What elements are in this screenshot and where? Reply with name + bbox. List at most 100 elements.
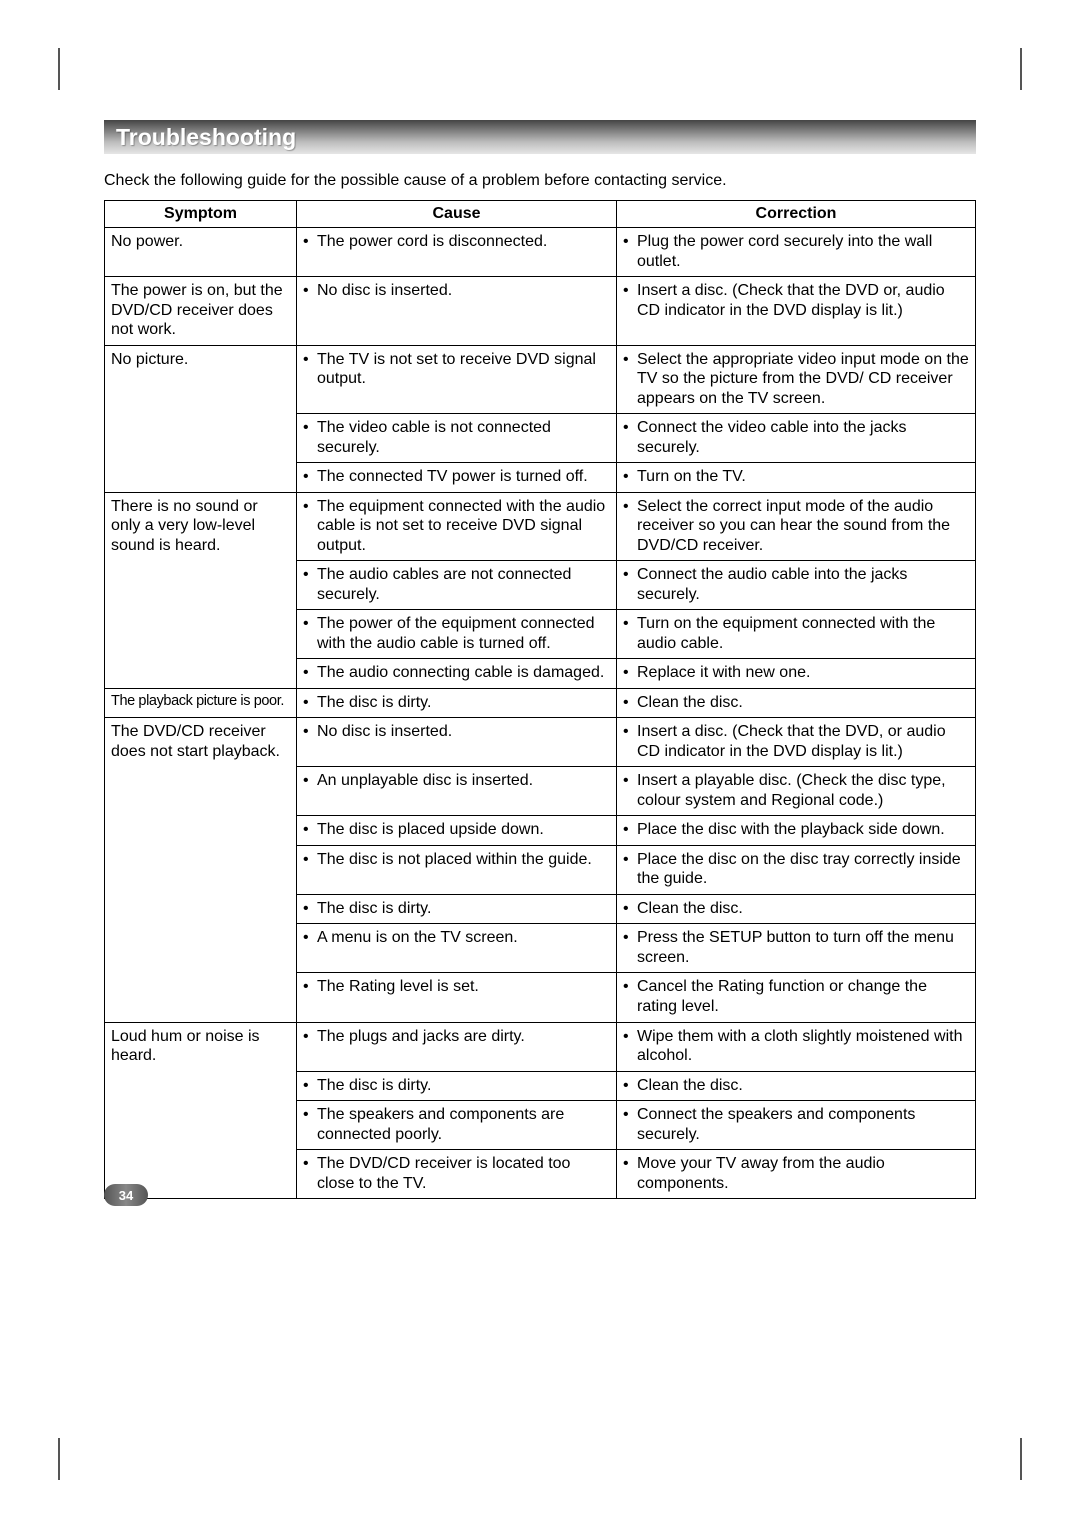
table-row: No power. The power cord is disconnected.… (105, 228, 976, 277)
page-content: Troubleshooting Check the following guid… (104, 120, 976, 1199)
symptom-cell: No picture. (105, 345, 297, 492)
symptom-cell: No power. (105, 228, 297, 277)
cause-text: The plugs and jacks are dirty. (303, 1027, 610, 1047)
cause-text: The disc is dirty. (303, 899, 610, 919)
cause-text: The video cable is not connected securel… (303, 418, 610, 457)
table-row: No picture.The TV is not set to receive … (105, 345, 976, 414)
symptom-cell: There is no sound or only a very low-lev… (105, 492, 297, 688)
cause-text: The disc is not placed within the guide. (303, 850, 610, 870)
cause-cell: A menu is on the TV screen. (297, 924, 617, 973)
correction-text: Clean the disc. (623, 693, 969, 713)
cause-text: The speakers and components are connecte… (303, 1105, 610, 1144)
table-row: There is no sound or only a very low-lev… (105, 492, 976, 561)
correction-cell: Press the SETUP button to turn off the m… (617, 924, 976, 973)
troubleshooting-table: Symptom Cause Correction No power.The po… (104, 200, 976, 1199)
correction-text: Insert a disc. (Check that the DVD or, a… (623, 281, 969, 320)
cause-cell: The disc is placed upside down. (297, 816, 617, 846)
table-row: The DVD/CD receiver does not start playb… (105, 718, 976, 767)
cause-cell: The DVD/CD receiver is located too close… (297, 1150, 617, 1199)
crop-mark (58, 1438, 60, 1480)
correction-text: Cancel the Rating function or change the… (623, 977, 969, 1016)
correction-cell: Connect the video cable into the jacks s… (617, 414, 976, 463)
cause-text: The Rating level is set. (303, 977, 610, 997)
symptom-cell: The playback picture is poor. (105, 688, 297, 718)
correction-text: Connect the audio cable into the jacks s… (623, 565, 969, 604)
correction-cell: Clean the disc. (617, 894, 976, 924)
correction-text: Replace it with new one. (623, 663, 969, 683)
cause-text: The audio cables are not connected secur… (303, 565, 610, 604)
cause-cell: The power cord is disconnected. (297, 228, 617, 277)
correction-cell: Plug the power cord securely into the wa… (617, 228, 976, 277)
correction-cell: Place the disc with the playback side do… (617, 816, 976, 846)
table-header-row: Symptom Cause Correction (105, 201, 976, 228)
cause-cell: The speakers and components are connecte… (297, 1101, 617, 1150)
correction-cell: Insert a playable disc. (Check the disc … (617, 767, 976, 816)
correction-cell: Place the disc on the disc tray correctl… (617, 845, 976, 894)
correction-text: Connect the video cable into the jacks s… (623, 418, 969, 457)
crop-mark (1020, 48, 1022, 90)
cause-text: The equipment connected with the audio c… (303, 497, 610, 556)
cause-cell: The disc is dirty. (297, 1071, 617, 1101)
page-number: 34 (119, 1188, 133, 1203)
correction-text: Wipe them with a cloth slightly moistene… (623, 1027, 969, 1066)
correction-text: Connect the speakers and components secu… (623, 1105, 969, 1144)
cause-text: The audio connecting cable is damaged. (303, 663, 610, 683)
correction-text: Press the SETUP button to turn off the m… (623, 928, 969, 967)
correction-cell: Connect the audio cable into the jacks s… (617, 561, 976, 610)
correction-cell: Replace it with new one. (617, 659, 976, 689)
correction-cell: Insert a disc. (Check that the DVD, or a… (617, 718, 976, 767)
symptom-cell: The power is on, but the DVD/CD receiver… (105, 277, 297, 346)
correction-text: Insert a disc. (Check that the DVD, or a… (623, 722, 969, 761)
intro-text: Check the following guide for the possib… (104, 172, 976, 190)
correction-text: Clean the disc. (623, 1076, 969, 1096)
table-row: The power is on, but the DVD/CD receiver… (105, 277, 976, 346)
cause-cell: The video cable is not connected securel… (297, 414, 617, 463)
correction-cell: Wipe them with a cloth slightly moistene… (617, 1022, 976, 1071)
cause-text: The connected TV power is turned off. (303, 467, 610, 487)
page-number-badge: 34 (104, 1184, 148, 1206)
correction-cell: Clean the disc. (617, 688, 976, 718)
correction-cell: Cancel the Rating function or change the… (617, 973, 976, 1022)
correction-text: Insert a playable disc. (Check the disc … (623, 771, 969, 810)
symptom-cell: The DVD/CD receiver does not start playb… (105, 718, 297, 1022)
header-correction: Correction (617, 201, 976, 228)
cause-cell: The plugs and jacks are dirty. (297, 1022, 617, 1071)
correction-text: Turn on the TV. (623, 467, 969, 487)
correction-cell: Clean the disc. (617, 1071, 976, 1101)
correction-cell: Connect the speakers and components secu… (617, 1101, 976, 1150)
cause-cell: The TV is not set to receive DVD signal … (297, 345, 617, 414)
cause-cell: No disc is inserted. (297, 277, 617, 346)
correction-text: Move your TV away from the audio compone… (623, 1154, 969, 1193)
correction-text: Clean the disc. (623, 899, 969, 919)
section-title: Troubleshooting (116, 124, 296, 151)
correction-text: Turn on the equipment connected with the… (623, 614, 969, 653)
cause-cell: The audio connecting cable is damaged. (297, 659, 617, 689)
cause-cell: The disc is dirty. (297, 894, 617, 924)
header-cause: Cause (297, 201, 617, 228)
crop-mark (58, 48, 60, 90)
correction-cell: Select the correct input mode of the aud… (617, 492, 976, 561)
cause-text: The power cord is disconnected. (303, 232, 610, 252)
cause-text: No disc is inserted. (303, 281, 610, 301)
cause-cell: The disc is dirty. (297, 688, 617, 718)
correction-cell: Turn on the equipment connected with the… (617, 610, 976, 659)
correction-cell: Turn on the TV. (617, 463, 976, 493)
cause-cell: An unplayable disc is inserted. (297, 767, 617, 816)
cause-cell: No disc is inserted. (297, 718, 617, 767)
cause-cell: The audio cables are not connected secur… (297, 561, 617, 610)
cause-text: The disc is placed upside down. (303, 820, 610, 840)
cause-text: A menu is on the TV screen. (303, 928, 610, 948)
crop-mark (1020, 1438, 1022, 1480)
correction-cell: Move your TV away from the audio compone… (617, 1150, 976, 1199)
cause-cell: The power of the equipment connected wit… (297, 610, 617, 659)
correction-text: Select the correct input mode of the aud… (623, 497, 969, 556)
cause-cell: The equipment connected with the audio c… (297, 492, 617, 561)
symptom-cell: Loud hum or noise is heard. (105, 1022, 297, 1199)
cause-text: No disc is inserted. (303, 722, 610, 742)
cause-text: The disc is dirty. (303, 693, 610, 713)
cause-text: An unplayable disc is inserted. (303, 771, 610, 791)
cause-text: The TV is not set to receive DVD signal … (303, 350, 610, 389)
table-row: The playback picture is poor. The disc is… (105, 688, 976, 718)
cause-cell: The connected TV power is turned off. (297, 463, 617, 493)
correction-cell: Insert a disc. (Check that the DVD or, a… (617, 277, 976, 346)
